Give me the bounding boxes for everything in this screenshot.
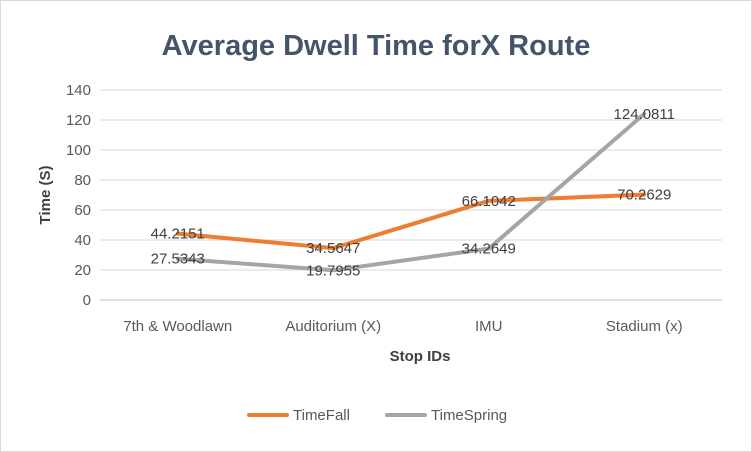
gridlines bbox=[100, 89, 722, 301]
y-tick-label: 40 bbox=[74, 232, 91, 249]
x-tick-label: 7th & Woodlawn bbox=[123, 318, 232, 335]
data-label: 19.7955 bbox=[306, 262, 360, 279]
x-tick-label: IMU bbox=[475, 318, 503, 335]
data-labels: 44.2151 34.5647 66.1042 70.2629 27.5343 19.79… bbox=[151, 106, 675, 279]
series-line-timefall bbox=[175, 192, 647, 251]
legend-label: TimeFall bbox=[293, 407, 350, 424]
x-tick-labels: 7th & Woodlawn Auditorium (X) IMU Stadium (… bbox=[123, 318, 682, 335]
x-axis-title: Stop IDs bbox=[390, 348, 451, 365]
y-tick-label: 0 bbox=[83, 292, 91, 309]
y-tick-label: 140 bbox=[66, 82, 91, 99]
y-tick-label: 120 bbox=[66, 112, 91, 129]
series-line-timespring bbox=[175, 111, 647, 273]
data-label: 124.0811 bbox=[614, 106, 675, 123]
data-label: 66.1042 bbox=[462, 193, 516, 210]
x-tick-label: Auditorium (X) bbox=[285, 318, 381, 335]
y-tick-label: 60 bbox=[74, 202, 91, 219]
chart-title: Average Dwell Time forX Route bbox=[162, 30, 591, 62]
data-label: 70.2629 bbox=[617, 187, 671, 204]
data-label: 34.2649 bbox=[462, 241, 516, 258]
x-tick-label: Stadium (x) bbox=[606, 318, 683, 335]
series-lines bbox=[175, 111, 647, 273]
y-tick-label: 20 bbox=[74, 262, 91, 279]
y-tick-label: 80 bbox=[74, 172, 91, 189]
data-label: 27.5343 bbox=[151, 251, 205, 268]
y-axis-title: Time (S) bbox=[37, 166, 54, 225]
y-tick-labels: 0 20 40 60 80 100 120 140 bbox=[66, 82, 91, 309]
data-label: 44.2151 bbox=[151, 226, 205, 243]
legend: TimeFall TimeSpring bbox=[247, 407, 507, 424]
data-label: 34.5647 bbox=[306, 240, 360, 257]
legend-label: TimeSpring bbox=[431, 407, 507, 424]
y-tick-label: 100 bbox=[66, 142, 91, 159]
